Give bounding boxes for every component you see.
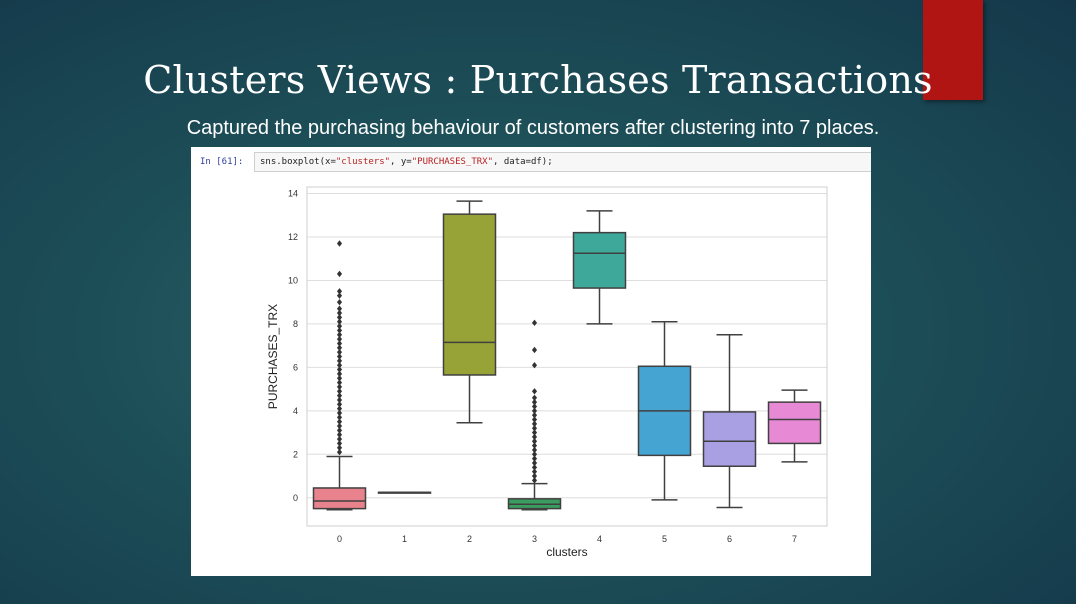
outlier-point [336,292,343,299]
code-mid: , y= [390,157,412,167]
outlier-point [336,309,343,317]
outlier-point [336,401,343,408]
outlier-point [531,319,538,327]
outlier-point [531,394,538,401]
outlier-point [336,444,343,451]
cell-prompt: In [61]: [200,157,244,167]
code-suffix: , data=df); [493,157,553,167]
plot-frame [306,186,828,527]
outlier-point [336,405,343,412]
code-input[interactable]: sns.boxplot(x="clusters", y="PURCHASES_T… [254,152,871,172]
outlier-point [336,322,343,330]
code-prefix: sns.boxplot(x= [260,157,336,167]
box-cluster-0 [312,487,367,510]
x-tick-label: 2 [467,534,472,544]
x-tick-label: 5 [662,534,667,544]
outlier-point [336,327,343,334]
outlier-point [336,427,343,434]
x-tick-label: 4 [597,534,602,544]
code-cell: In [61]: sns.boxplot(x="clusters", y="PU… [191,147,871,177]
outlier-point [336,366,343,373]
x-tick-label: 3 [532,534,537,544]
outlier-point [336,422,343,430]
code-y-arg: "PURCHASES_TRX" [411,157,494,167]
outlier-point [336,448,343,456]
outlier-point [336,409,343,417]
accent-block [923,0,983,100]
outlier-point [336,270,343,278]
outlier-point [336,344,343,352]
box-cluster-4 [572,231,627,289]
outlier-point [531,346,538,354]
outlier-point [531,388,538,395]
x-tick-label: 6 [727,534,732,544]
outlier-point [336,440,343,447]
outlier-point [336,379,343,386]
outlier-point [336,340,343,347]
box-cluster-6 [702,411,757,467]
outlier-point [336,396,343,404]
outlier-point [336,388,343,395]
outlier-point [336,240,343,247]
notebook-panel: In [61]: sns.boxplot(x="clusters", y="PU… [191,147,871,576]
outlier-point [336,435,343,443]
outlier-point [336,318,343,325]
box-cluster-7 [767,401,822,445]
x-tick-label: 7 [792,534,797,544]
code-x-arg: "clusters" [335,157,391,167]
y-axis-label: PURCHASES_TRX [266,304,280,409]
outlier-point [336,375,343,382]
y-tick-label: 0 [293,493,298,503]
outlier-point [336,353,343,360]
outlier-point [336,414,343,421]
y-tick-label: 8 [293,319,298,329]
outlier-point [336,357,343,365]
outlier-point [336,298,343,306]
outlier-point [336,361,343,369]
outlier-point [336,418,343,425]
box-cluster-2 [442,213,497,376]
y-tick-label: 2 [293,449,298,459]
y-tick-label: 6 [293,362,298,372]
slide-subtitle: Captured the purchasing behaviour of cus… [186,117,880,139]
x-tick-label: 0 [337,534,342,544]
x-axis-label: clusters [546,545,587,559]
outlier-point [336,348,343,356]
outlier-point [336,305,343,312]
x-tick-label: 1 [402,534,407,544]
y-tick-label: 4 [293,406,298,416]
outlier-point [336,431,343,438]
outlier-point [336,288,343,295]
y-tick-label: 10 [288,275,298,285]
outlier-point [336,383,343,391]
y-tick-label: 12 [288,232,298,242]
y-tick-label: 14 [288,189,298,199]
outlier-point [336,331,343,338]
slide-title: Clusters Views : Purchases Transactions [143,58,933,102]
